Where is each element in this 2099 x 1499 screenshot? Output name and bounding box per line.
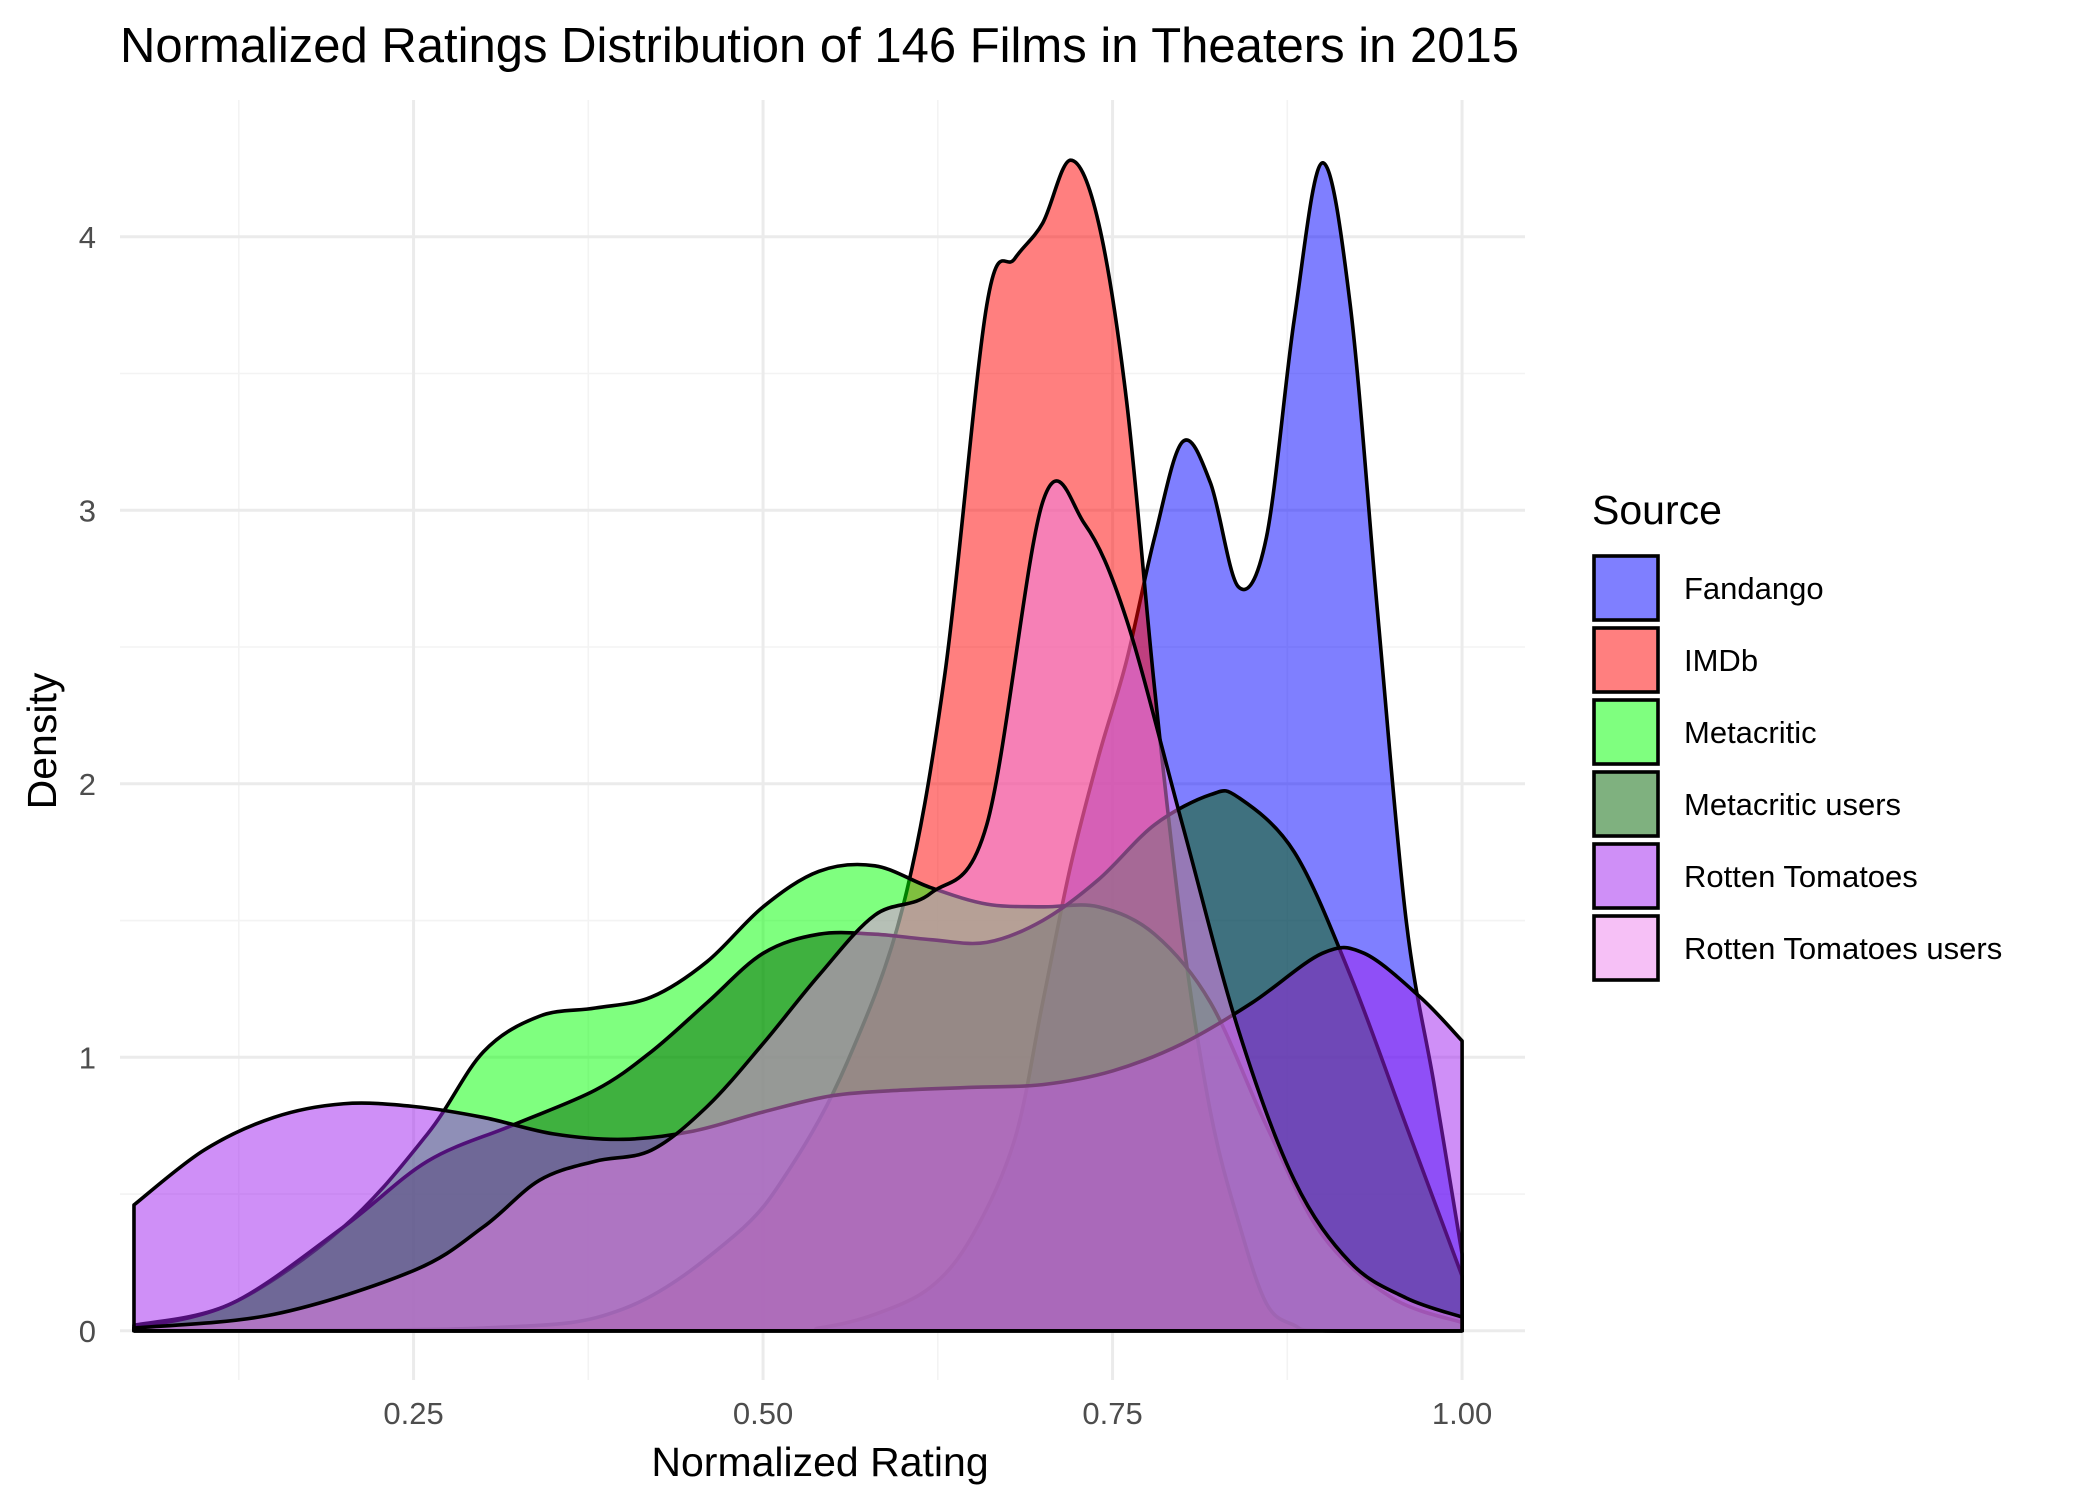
y-tick-label: 4 — [79, 220, 96, 255]
x-tick-label: 0.25 — [383, 1396, 443, 1431]
legend-label-metacritic-users: Metacritic users — [1684, 787, 1901, 822]
density-areas — [132, 158, 1464, 1333]
legend-label-rotten-tomatoes: Rotten Tomatoes — [1684, 859, 1918, 894]
legend-key-metacritic — [1592, 698, 1660, 766]
chart-title: Normalized Ratings Distribution of 146 F… — [120, 19, 1519, 73]
y-tick-label: 0 — [79, 1314, 96, 1349]
y-tick-label: 2 — [79, 767, 96, 802]
y-tick-label: 3 — [79, 493, 96, 528]
legend-title: Source — [1592, 487, 1722, 533]
legend-label-imdb: IMDb — [1684, 643, 1758, 678]
legend: Source Fandango IMDb Metacritic Metacritic … — [1592, 487, 2002, 982]
x-tick-label: 0.50 — [733, 1396, 793, 1431]
x-tick-label: 1.00 — [1432, 1396, 1492, 1431]
legend-key-rotten-tomatoes-users — [1592, 914, 1660, 982]
x-axis-title: Normalized Rating — [651, 1439, 988, 1485]
density-area-rotten-tomatoes-users — [132, 479, 1464, 1333]
legend-label-rotten-tomatoes-users: Rotten Tomatoes users — [1684, 931, 2002, 966]
x-tick-label: 0.75 — [1082, 1396, 1142, 1431]
y-axis-title: Density — [19, 672, 65, 809]
legend-key-rotten-tomatoes — [1592, 842, 1660, 910]
legend-key-metacritic-users — [1592, 770, 1660, 838]
legend-label-metacritic: Metacritic — [1684, 715, 1817, 750]
legend-label-fandango: Fandango — [1684, 571, 1824, 606]
legend-items: Fandango IMDb Metacritic Metacritic users Ro… — [1592, 554, 2002, 982]
axis-tick-labels: 0.25 0.50 0.75 1.00 0 1 2 3 4 — [79, 220, 1493, 1431]
legend-key-imdb — [1592, 626, 1660, 694]
legend-key-fandango — [1592, 554, 1660, 622]
y-tick-label: 1 — [79, 1040, 96, 1075]
